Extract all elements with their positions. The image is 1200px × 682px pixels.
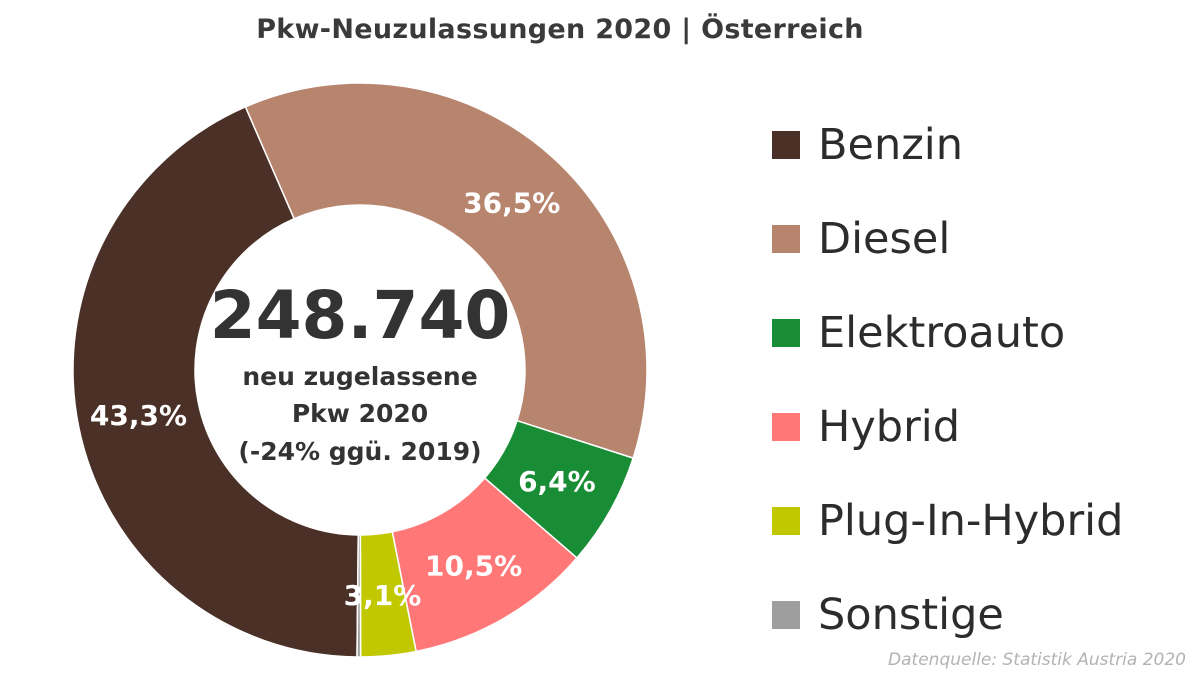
legend-swatch-sonstige xyxy=(772,601,800,629)
legend-label-diesel: Diesel xyxy=(818,214,951,264)
legend-swatch-hybrid xyxy=(772,413,800,441)
legend-label-sonstige: Sonstige xyxy=(818,590,1004,640)
donut-slices xyxy=(72,82,648,658)
donut-chart: 43,3% 36,5% 6,4% 10,5%3,1% 248.740 neu zuge… xyxy=(72,82,648,658)
center-line-1: neu zugelassene xyxy=(242,362,477,391)
slice-labels: 43,3% 36,5% 6,4% 10,5%3,1% xyxy=(90,187,596,612)
legend-swatch-diesel xyxy=(772,225,800,253)
legend-item-benzin: Benzin xyxy=(772,113,1123,177)
legend-swatch-plug-in-hybrid xyxy=(772,507,800,535)
slice-label-benzin: 43,3% xyxy=(90,399,187,432)
slice-diesel xyxy=(244,82,648,460)
center-total: 248.740 xyxy=(210,277,511,354)
legend-label-elektroauto: Elektroauto xyxy=(818,308,1066,358)
chart-title: Pkw-Neuzulassungen 2020 | Österreich xyxy=(256,14,864,45)
legend-item-elektroauto: Elektroauto xyxy=(772,301,1123,365)
center-line-3: (-24% ggü. 2019) xyxy=(238,437,481,466)
slice-label-diesel: 36,5% xyxy=(463,187,560,220)
legend-item-plug-in-hybrid: Plug-In-Hybrid xyxy=(772,489,1123,553)
legend: Benzin Diesel Elektroauto Hybrid Plug-In-Hyb… xyxy=(772,113,1123,677)
center-line-2: Pkw 2020 xyxy=(292,399,428,428)
slice-benzin xyxy=(72,105,360,658)
legend-item-hybrid: Hybrid xyxy=(772,395,1123,459)
legend-label-hybrid: Hybrid xyxy=(818,402,960,452)
legend-item-diesel: Diesel xyxy=(772,207,1123,271)
slice-label-hybrid: 10,5% xyxy=(425,549,522,582)
legend-item-sonstige: Sonstige xyxy=(772,583,1123,647)
legend-label-plug-in-hybrid: Plug-In-Hybrid xyxy=(818,496,1124,546)
legend-swatch-benzin xyxy=(772,131,800,159)
center-text: 248.740 neu zugelassene Pkw 2020 (-24% g… xyxy=(210,277,511,466)
slice-label-plug-in-hybrid: 3,1% xyxy=(344,579,422,612)
slice-label-elektroauto: 6,4% xyxy=(518,465,596,498)
slice-sonstige xyxy=(356,534,362,658)
legend-label-benzin: Benzin xyxy=(818,120,963,170)
legend-swatch-elektroauto xyxy=(772,319,800,347)
source-note: Datenquelle: Statistik Austria 2020 xyxy=(888,650,1186,670)
